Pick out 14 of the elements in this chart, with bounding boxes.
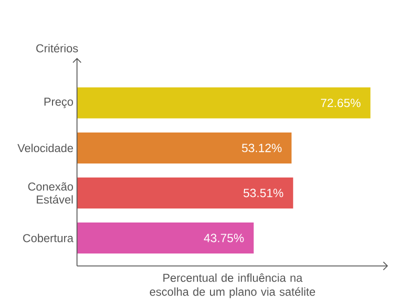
bar [77,132,292,164]
data-label: 53.51% [244,188,284,197]
data-label: 43.75% [204,234,244,242]
y-axis-title: Critérios [36,44,78,52]
y-tick-label: Preço [44,98,73,108]
y-tick-label: Cobertura [23,234,74,242]
bar [77,222,254,254]
y-tick-label: Velocidade [17,144,73,152]
data-label: 72.65% [320,98,360,107]
data-label: 53.12% [242,144,282,152]
bar [77,177,294,208]
bar [77,87,370,118]
x-axis-title: Percentual de influência na escolha de um plano via satélite [150,273,316,298]
y-tick-label: Conexão Estável [28,182,73,204]
